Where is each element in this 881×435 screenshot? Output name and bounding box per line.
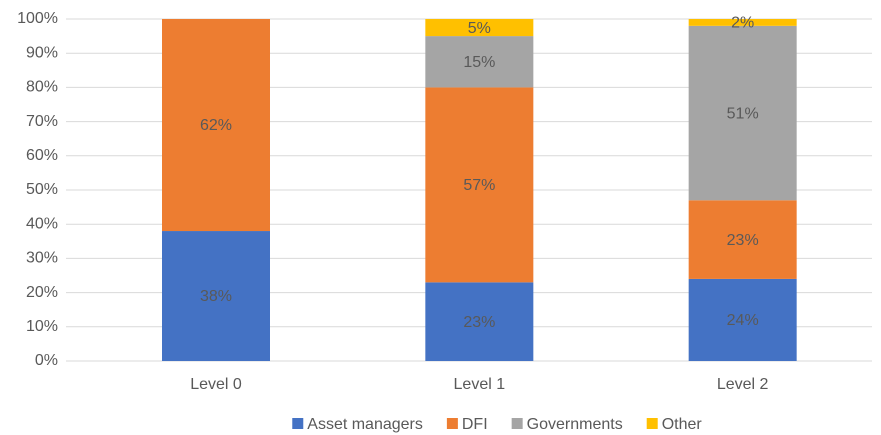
- y-tick-label: 90%: [26, 44, 58, 61]
- y-tick-label: 20%: [26, 284, 58, 301]
- y-tick-label: 10%: [26, 318, 58, 335]
- bar-segment: [162, 231, 270, 361]
- bar-segment: [688, 19, 797, 26]
- data-label: 51%: [727, 105, 759, 122]
- data-label: 5%: [468, 20, 491, 37]
- data-label: 38%: [200, 288, 232, 305]
- x-tick-label: Level 1: [454, 376, 506, 393]
- legend-swatch: [511, 418, 523, 429]
- bar-segment: [688, 278, 797, 361]
- bar-segment: [425, 36, 534, 88]
- y-tick-label: 80%: [26, 79, 58, 96]
- y-tick-label: 70%: [26, 113, 58, 130]
- data-label: 2%: [731, 15, 754, 32]
- bar-segment: [425, 282, 534, 361]
- y-tick-label: 40%: [26, 215, 58, 232]
- y-tick-label: 60%: [26, 147, 58, 164]
- y-tick-label: 50%: [26, 181, 58, 198]
- y-tick-label: 0%: [35, 352, 58, 369]
- data-label: 23%: [727, 232, 759, 249]
- data-label: 24%: [727, 312, 759, 329]
- y-tick-label: 30%: [26, 250, 58, 267]
- bar-segment: [162, 19, 270, 232]
- legend-label: Governments: [527, 416, 623, 433]
- data-label: 57%: [463, 177, 495, 194]
- legend-label: Other: [662, 416, 703, 433]
- data-label: 62%: [200, 117, 232, 134]
- legend-swatch: [646, 418, 658, 429]
- legend-label: Asset managers: [307, 416, 423, 433]
- bar-segment: [688, 25, 797, 201]
- legend-swatch: [446, 418, 458, 429]
- x-tick-label: Level 2: [717, 376, 769, 393]
- x-tick-label: Level 0: [190, 376, 242, 393]
- legend-label: DFI: [462, 416, 488, 433]
- legend-swatch: [292, 418, 304, 429]
- bar-segment: [425, 87, 534, 283]
- y-tick-label: 100%: [17, 10, 58, 27]
- bar-segment: [688, 200, 797, 279]
- data-label: 15%: [463, 54, 495, 71]
- data-label: 23%: [463, 314, 495, 331]
- bar-segment: [425, 19, 534, 37]
